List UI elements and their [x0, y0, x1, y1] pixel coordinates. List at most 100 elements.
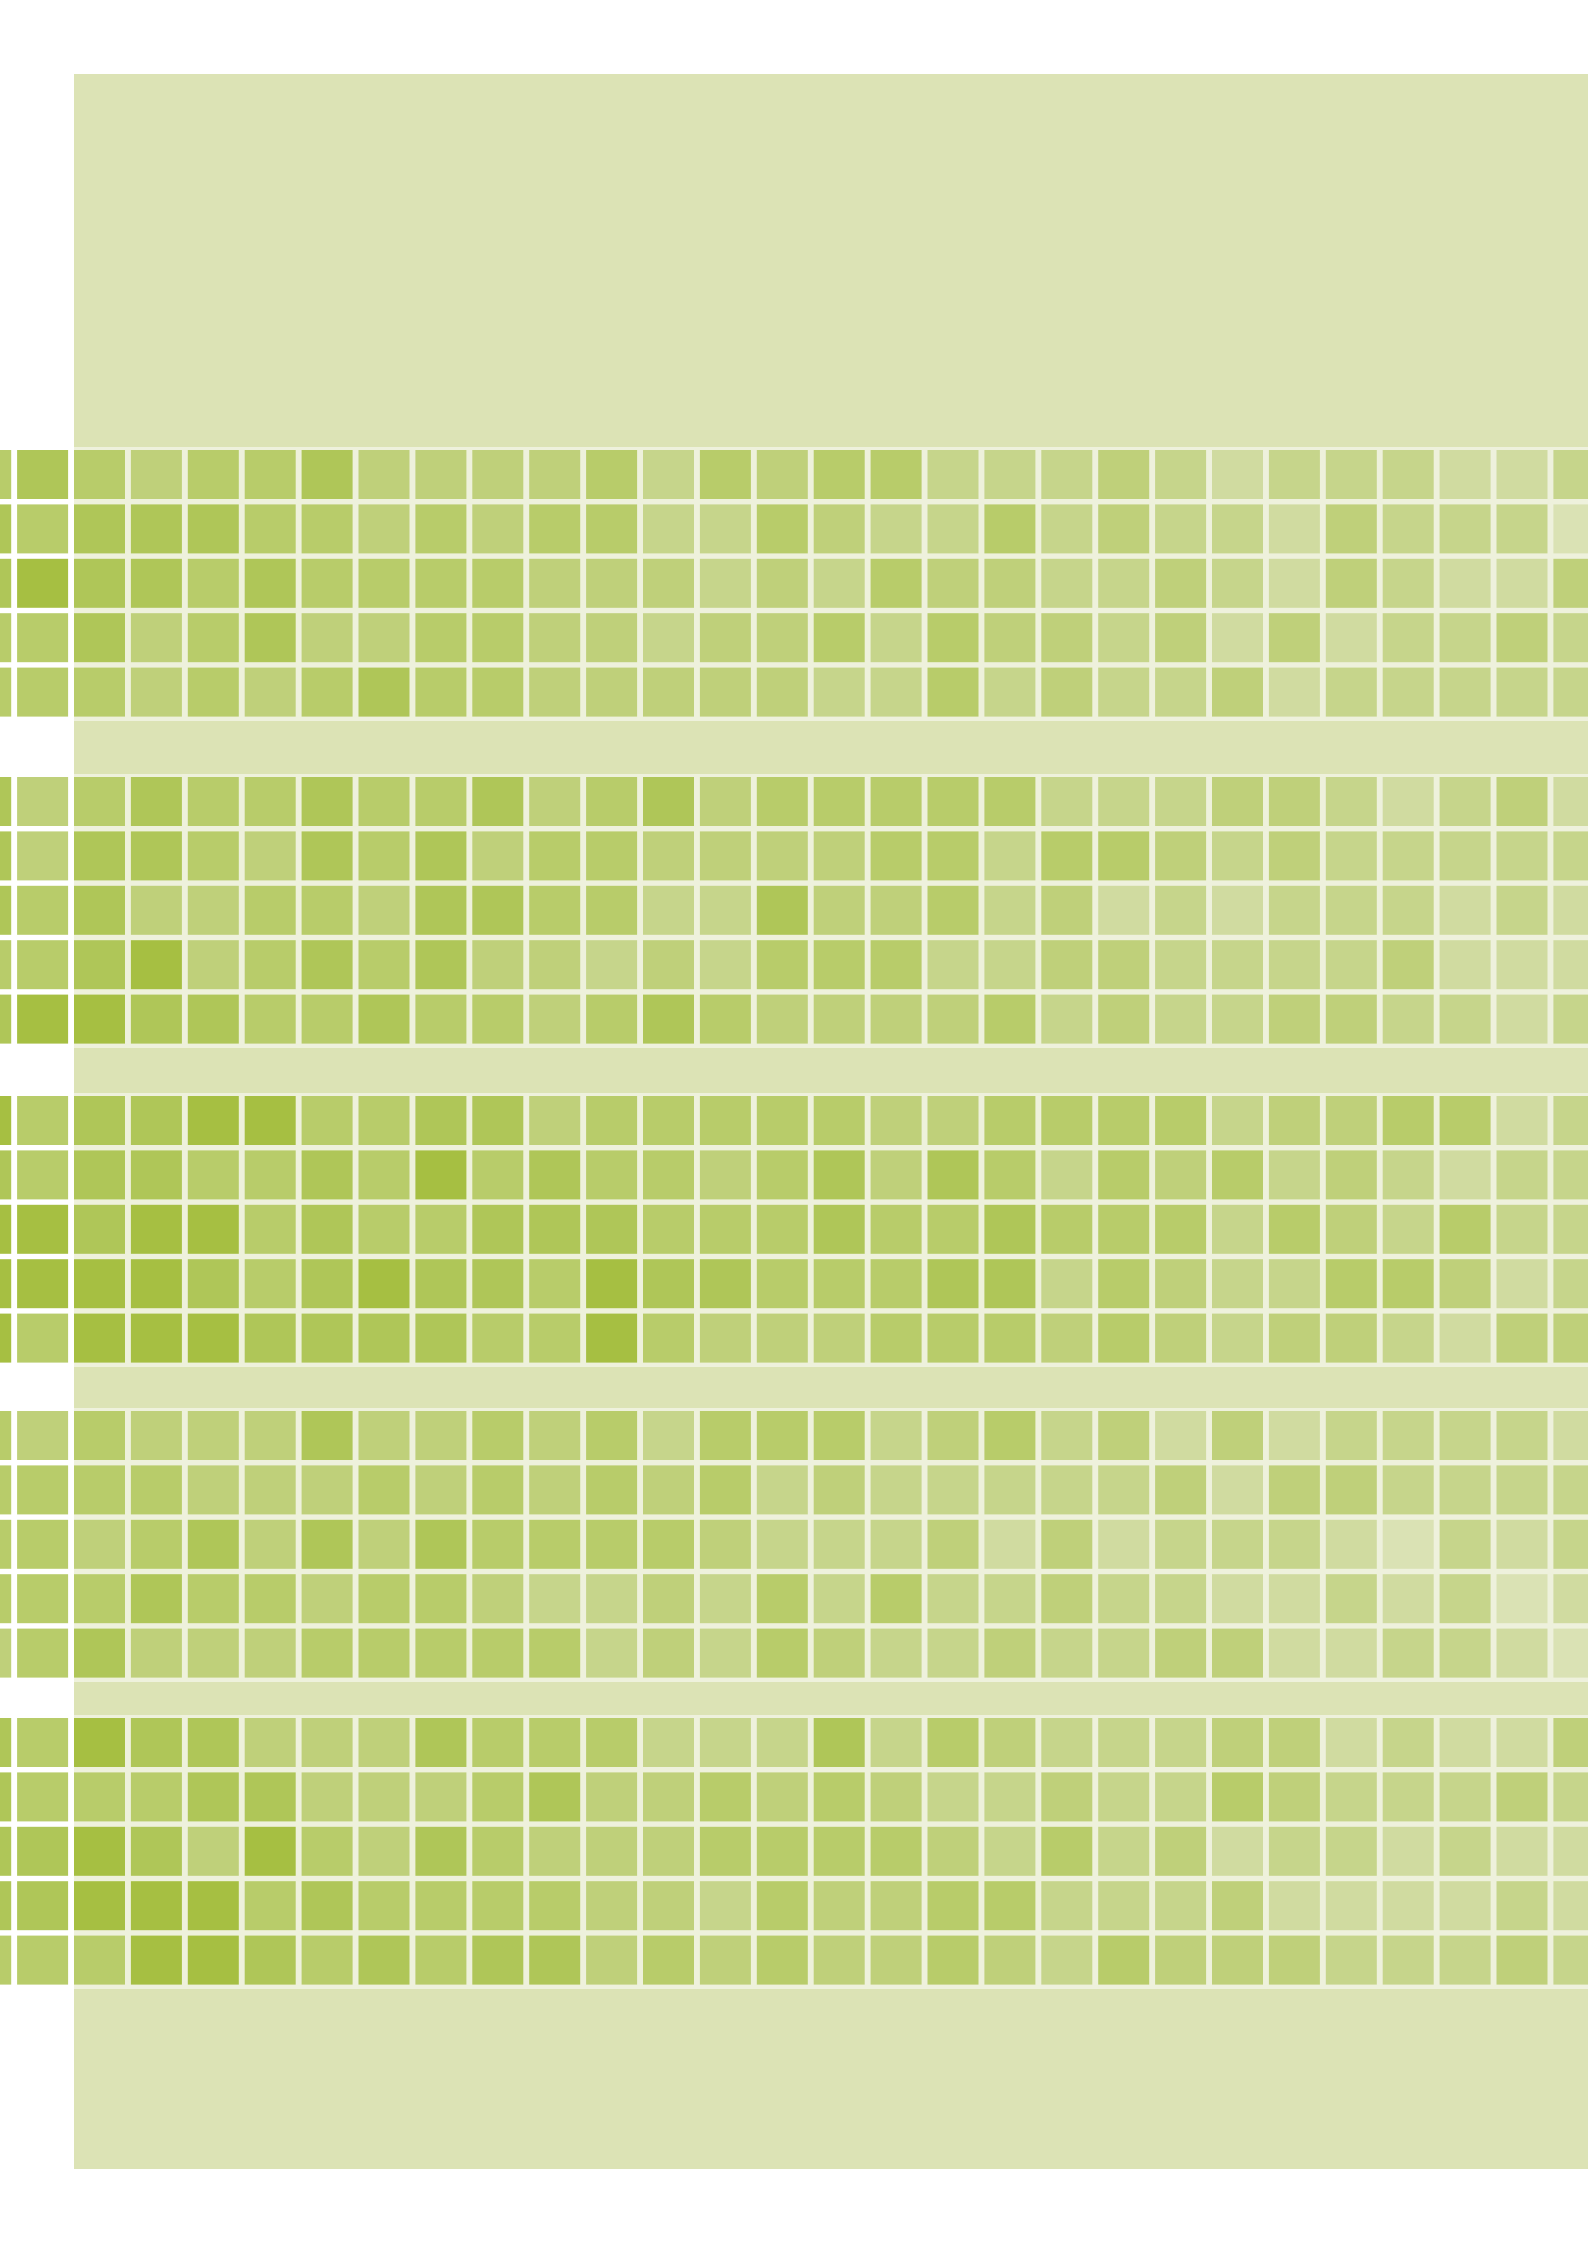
tile	[1212, 994, 1263, 1044]
tile	[529, 667, 581, 717]
tile	[0, 1465, 12, 1515]
tile	[984, 504, 1036, 554]
tile	[643, 885, 694, 935]
tile	[244, 558, 296, 608]
tile	[74, 613, 125, 663]
tile	[17, 1465, 69, 1515]
tile	[643, 1204, 694, 1254]
tile	[1382, 885, 1434, 935]
tile	[1382, 504, 1434, 554]
tile	[870, 1718, 922, 1767]
tile	[529, 1519, 581, 1569]
tile	[1212, 885, 1263, 935]
tile	[984, 777, 1036, 826]
tile	[1382, 1096, 1434, 1145]
tile	[358, 1826, 410, 1876]
tile	[813, 831, 865, 881]
tile	[529, 1411, 581, 1460]
tile	[756, 1259, 808, 1309]
tile	[415, 1096, 467, 1145]
tile	[586, 1204, 638, 1254]
tile	[1496, 885, 1548, 935]
tile	[244, 1150, 296, 1200]
tile	[1212, 1204, 1263, 1254]
tile	[1268, 450, 1320, 499]
tile	[74, 831, 125, 881]
tile	[1268, 1465, 1320, 1515]
tile	[1439, 1826, 1491, 1876]
tile	[529, 1881, 581, 1931]
tile	[1496, 777, 1548, 826]
tile	[813, 558, 865, 608]
tile	[1553, 1150, 1588, 1200]
tile	[927, 1519, 979, 1569]
tile	[472, 1881, 524, 1931]
tile	[1439, 613, 1491, 663]
tile	[1439, 1204, 1491, 1254]
tile	[927, 1881, 979, 1931]
tile	[870, 1628, 922, 1678]
tile	[17, 1881, 69, 1931]
tile	[1382, 1772, 1434, 1822]
tile	[187, 1204, 239, 1254]
tile	[1098, 777, 1150, 826]
tile	[1041, 558, 1093, 608]
tile	[927, 1465, 979, 1515]
tile	[74, 777, 125, 826]
tile	[1098, 1628, 1150, 1678]
tile	[1212, 667, 1263, 717]
tile	[358, 1411, 410, 1460]
tile	[1325, 777, 1377, 826]
tile	[1325, 1574, 1377, 1624]
tile	[0, 450, 12, 499]
tile	[870, 831, 922, 881]
tile	[1212, 558, 1263, 608]
tile	[1553, 504, 1588, 554]
tile	[358, 504, 410, 554]
tile	[187, 1881, 239, 1931]
tile	[301, 1150, 353, 1200]
tile	[586, 1150, 638, 1200]
tile	[756, 1772, 808, 1822]
tile	[984, 1718, 1036, 1767]
tile	[17, 1259, 69, 1309]
tile	[870, 1259, 922, 1309]
tile	[1268, 1881, 1320, 1931]
tile	[415, 1881, 467, 1931]
tile	[586, 613, 638, 663]
tile	[130, 1465, 182, 1515]
tile	[1553, 613, 1588, 663]
tile	[358, 667, 410, 717]
tile	[927, 667, 979, 717]
tile	[927, 1772, 979, 1822]
tile	[472, 940, 524, 990]
tile	[74, 558, 125, 608]
tile	[1439, 1465, 1491, 1515]
tile	[586, 1881, 638, 1931]
tile	[1439, 667, 1491, 717]
tile	[529, 831, 581, 881]
tile	[358, 885, 410, 935]
tile	[813, 1465, 865, 1515]
tile	[301, 450, 353, 499]
tile	[529, 558, 581, 608]
tile	[1041, 777, 1093, 826]
tile	[1382, 1881, 1434, 1931]
tile	[472, 1465, 524, 1515]
tile	[1098, 1204, 1150, 1254]
tile	[244, 1096, 296, 1145]
tile	[1325, 1519, 1377, 1569]
tile	[927, 777, 979, 826]
tile	[1325, 504, 1377, 554]
tile	[586, 1574, 638, 1624]
tile	[301, 1881, 353, 1931]
tile	[1496, 940, 1548, 990]
tile	[1268, 1718, 1320, 1767]
tile	[244, 1411, 296, 1460]
tile	[130, 1519, 182, 1569]
tile	[1325, 667, 1377, 717]
tile	[301, 1411, 353, 1460]
tile	[1041, 1935, 1093, 1985]
tile	[586, 1935, 638, 1985]
tile	[130, 1718, 182, 1767]
